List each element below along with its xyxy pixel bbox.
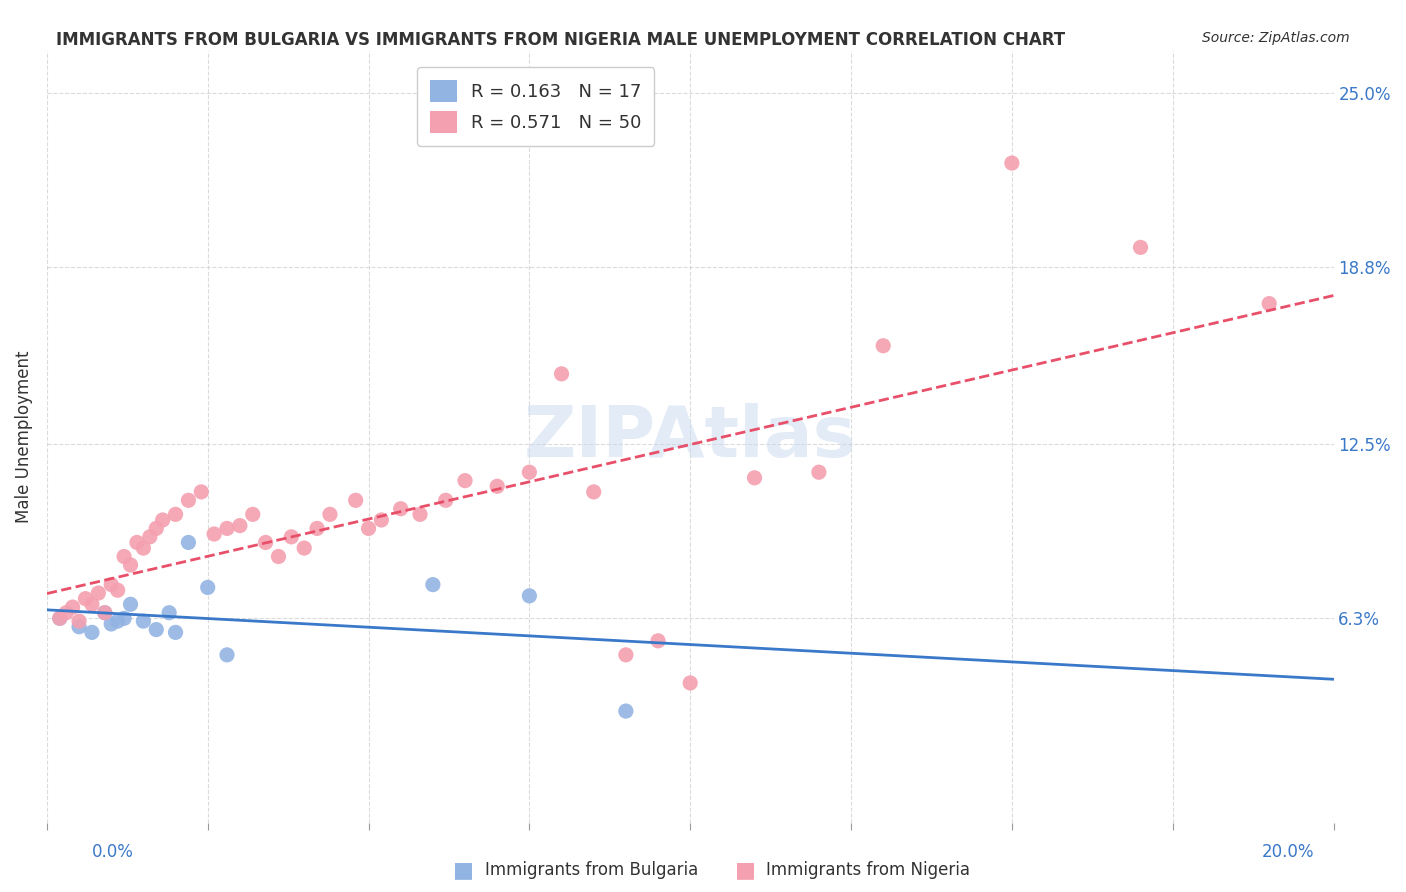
Point bbox=[357, 521, 380, 535]
Point bbox=[100, 617, 122, 632]
Text: Source: ZipAtlas.com: Source: ZipAtlas.com bbox=[1202, 31, 1350, 45]
Point bbox=[389, 501, 412, 516]
Point bbox=[582, 484, 605, 499]
Point bbox=[157, 606, 180, 620]
Point bbox=[145, 623, 167, 637]
Point bbox=[107, 583, 129, 598]
Point bbox=[55, 606, 77, 620]
Point bbox=[112, 611, 135, 625]
Point bbox=[152, 513, 174, 527]
Point bbox=[280, 530, 302, 544]
Point bbox=[94, 606, 117, 620]
Point bbox=[744, 471, 766, 485]
Point bbox=[454, 474, 477, 488]
Point bbox=[215, 648, 238, 662]
Point bbox=[550, 367, 572, 381]
Point bbox=[112, 549, 135, 564]
Point bbox=[229, 518, 252, 533]
Text: Immigrants from Nigeria: Immigrants from Nigeria bbox=[766, 861, 970, 879]
Point bbox=[202, 527, 225, 541]
Point bbox=[614, 704, 637, 718]
Point bbox=[177, 535, 200, 549]
Point bbox=[307, 521, 329, 535]
Point bbox=[519, 465, 541, 479]
Point bbox=[49, 611, 72, 625]
Point bbox=[486, 479, 509, 493]
Point bbox=[409, 508, 432, 522]
Point bbox=[165, 625, 187, 640]
Point bbox=[87, 586, 110, 600]
Point bbox=[1001, 156, 1024, 170]
Text: ■: ■ bbox=[735, 860, 755, 880]
Point bbox=[519, 589, 541, 603]
Point bbox=[139, 530, 162, 544]
Y-axis label: Male Unemployment: Male Unemployment bbox=[15, 351, 32, 524]
Point bbox=[344, 493, 367, 508]
Point bbox=[80, 597, 103, 611]
Point bbox=[177, 493, 200, 508]
Point bbox=[614, 648, 637, 662]
Point bbox=[107, 614, 129, 628]
Point bbox=[49, 611, 72, 625]
Point bbox=[75, 591, 97, 606]
Text: ■: ■ bbox=[454, 860, 474, 880]
Point bbox=[679, 676, 702, 690]
Point bbox=[80, 625, 103, 640]
Point bbox=[100, 577, 122, 591]
Text: 20.0%: 20.0% bbox=[1263, 843, 1315, 861]
Point bbox=[647, 633, 669, 648]
Point bbox=[132, 614, 155, 628]
Legend: R = 0.163   N = 17, R = 0.571   N = 50: R = 0.163 N = 17, R = 0.571 N = 50 bbox=[418, 68, 654, 145]
Point bbox=[434, 493, 457, 508]
Point bbox=[872, 339, 894, 353]
Point bbox=[120, 558, 142, 572]
Point bbox=[67, 614, 90, 628]
Point bbox=[370, 513, 392, 527]
Point bbox=[197, 581, 219, 595]
Point bbox=[254, 535, 277, 549]
Point bbox=[62, 600, 84, 615]
Point bbox=[94, 606, 117, 620]
Point bbox=[242, 508, 264, 522]
Point bbox=[132, 541, 155, 555]
Point bbox=[165, 508, 187, 522]
Point bbox=[125, 535, 148, 549]
Point bbox=[145, 521, 167, 535]
Text: Immigrants from Bulgaria: Immigrants from Bulgaria bbox=[485, 861, 699, 879]
Point bbox=[67, 620, 90, 634]
Point bbox=[215, 521, 238, 535]
Point bbox=[422, 577, 444, 591]
Text: ZIPAtlas: ZIPAtlas bbox=[524, 402, 856, 472]
Point bbox=[190, 484, 212, 499]
Text: 0.0%: 0.0% bbox=[91, 843, 134, 861]
Point bbox=[267, 549, 290, 564]
Point bbox=[120, 597, 142, 611]
Point bbox=[807, 465, 830, 479]
Point bbox=[292, 541, 315, 555]
Text: IMMIGRANTS FROM BULGARIA VS IMMIGRANTS FROM NIGERIA MALE UNEMPLOYMENT CORRELATIO: IMMIGRANTS FROM BULGARIA VS IMMIGRANTS F… bbox=[56, 31, 1066, 49]
Point bbox=[1258, 296, 1281, 310]
Point bbox=[319, 508, 342, 522]
Point bbox=[1129, 240, 1152, 254]
